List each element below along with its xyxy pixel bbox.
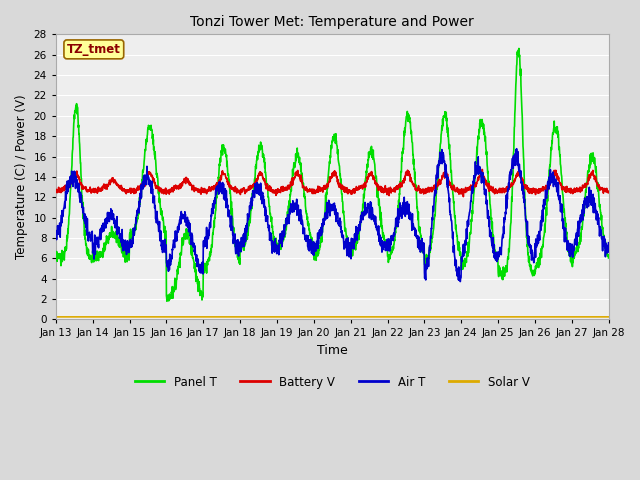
Y-axis label: Temperature (C) / Power (V): Temperature (C) / Power (V): [15, 95, 28, 259]
Title: Tonzi Tower Met: Temperature and Power: Tonzi Tower Met: Temperature and Power: [191, 15, 474, 29]
X-axis label: Time: Time: [317, 344, 348, 357]
Text: TZ_tmet: TZ_tmet: [67, 43, 121, 56]
Legend: Panel T, Battery V, Air T, Solar V: Panel T, Battery V, Air T, Solar V: [130, 371, 534, 393]
